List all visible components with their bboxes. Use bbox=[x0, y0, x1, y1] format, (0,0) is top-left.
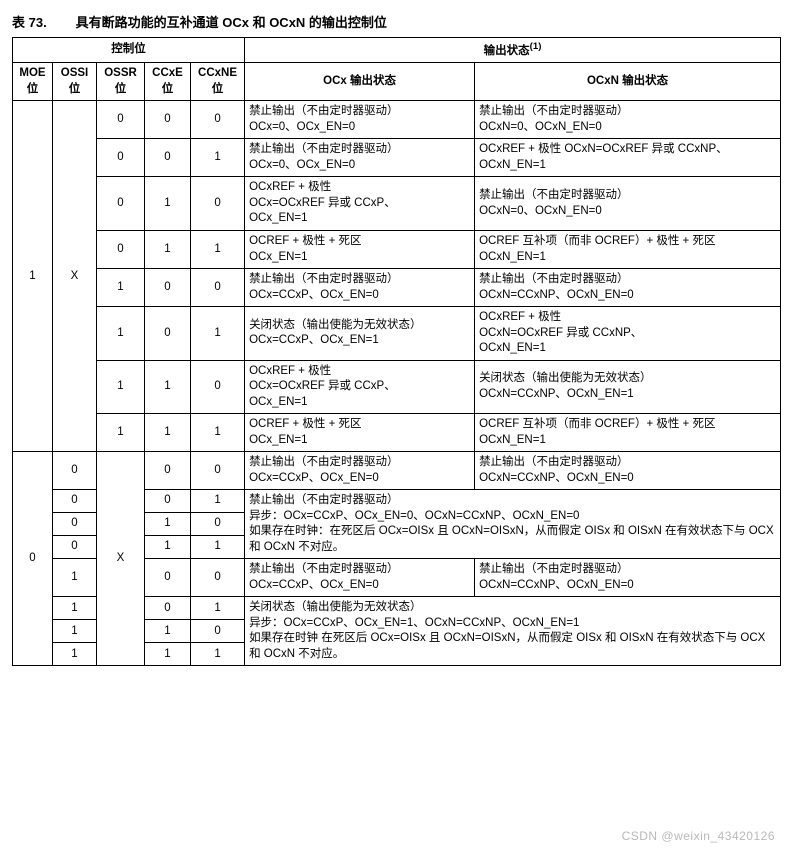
cell: 0 bbox=[53, 452, 97, 490]
cell: 0 bbox=[97, 139, 145, 177]
header-sup: (1) bbox=[530, 41, 542, 52]
cell: 0 bbox=[145, 559, 191, 597]
cell: 0 bbox=[191, 620, 245, 643]
cell: 0 bbox=[97, 230, 145, 268]
cell-ossi: X bbox=[53, 101, 97, 452]
cell: 1 bbox=[191, 139, 245, 177]
cell: OCREF 互补项（而非 OCREF）+ 极性 + 死区OCxN_EN=1 bbox=[475, 230, 781, 268]
cell: 禁止输出（不由定时器驱动）OCx=0、OCx_EN=0 bbox=[245, 139, 475, 177]
cell: 0 bbox=[97, 101, 145, 139]
watermark: CSDN @weixin_43420126 bbox=[622, 829, 775, 843]
cell: 1 bbox=[191, 230, 245, 268]
cell: 0 bbox=[191, 360, 245, 414]
cell: 禁止输出（不由定时器驱动）OCxN=0、OCxN_EN=0 bbox=[475, 101, 781, 139]
cell: OCREF + 极性 + 死区OCx_EN=1 bbox=[245, 414, 475, 452]
cell: 禁止输出（不由定时器驱动）OCxN=0、OCxN_EN=0 bbox=[475, 177, 781, 231]
cell: 1 bbox=[191, 307, 245, 361]
cell: 0 bbox=[97, 177, 145, 231]
cell: 1 bbox=[191, 643, 245, 666]
cell-moe: 1 bbox=[13, 101, 53, 452]
cell: 1 bbox=[191, 490, 245, 513]
cell-merged: 禁止输出（不由定时器驱动）异步：OCx=CCxP、OCx_EN=0、OCxN=C… bbox=[245, 490, 781, 559]
cell: 关闭状态（输出使能为无效状态）OCx=CCxP、OCx_EN=1 bbox=[245, 307, 475, 361]
cell-ossr: X bbox=[97, 452, 145, 666]
cell: 禁止输出（不由定时器驱动）OCx=0、OCx_EN=0 bbox=[245, 101, 475, 139]
cell: 1 bbox=[53, 559, 97, 597]
caption-title: 具有断路功能的互补通道 OCx 和 OCxN 的输出控制位 bbox=[76, 15, 387, 30]
cell: 0 bbox=[145, 101, 191, 139]
table-row: 0 0 1 禁止输出（不由定时器驱动）OCx=0、OCx_EN=0 OCxREF… bbox=[13, 139, 781, 177]
cell: 禁止输出（不由定时器驱动）OCxN=CCxNP、OCxN_EN=0 bbox=[475, 269, 781, 307]
cell: OCREF 互补项（而非 OCREF）+ 极性 + 死区OCxN_EN=1 bbox=[475, 414, 781, 452]
cell: 禁止输出（不由定时器驱动）OCxN=CCxNP、OCxN_EN=0 bbox=[475, 559, 781, 597]
table-row: 1 0 0 禁止输出（不由定时器驱动）OCx=CCxP、OCx_EN=0 禁止输… bbox=[13, 269, 781, 307]
cell: 1 bbox=[191, 414, 245, 452]
cell: 禁止输出（不由定时器驱动）OCx=CCxP、OCx_EN=0 bbox=[245, 269, 475, 307]
cell: 0 bbox=[53, 513, 97, 536]
cell: 1 bbox=[97, 307, 145, 361]
cell: 0 bbox=[145, 269, 191, 307]
th-ccxe: CCxE位 bbox=[145, 63, 191, 101]
cell: 0 bbox=[53, 536, 97, 559]
cell: 1 bbox=[53, 597, 97, 620]
cell: 1 bbox=[97, 360, 145, 414]
th-moe: MOE位 bbox=[13, 63, 53, 101]
cell: 0 bbox=[191, 513, 245, 536]
table-row: 0 1 0 OCxREF + 极性OCx=OCxREF 异或 CCxP、OCx_… bbox=[13, 177, 781, 231]
cell: OCxREF + 极性OCxN=OCxREF 异或 CCxNP、OCxN_EN=… bbox=[475, 307, 781, 361]
cell: 0 bbox=[145, 490, 191, 513]
caption-number: 表 73. bbox=[12, 12, 72, 31]
cell-merged: 关闭状态（输出使能为无效状态）异步：OCx=CCxP、OCx_EN=1、OCxN… bbox=[245, 597, 781, 666]
cell: 0 bbox=[145, 597, 191, 620]
cell: 0 bbox=[191, 269, 245, 307]
cell: 0 bbox=[191, 101, 245, 139]
output-control-table: 控制位 输出状态(1) MOE位 OSSI位 OSSR位 CCxE位 CCxNE… bbox=[12, 37, 781, 666]
cell: OCxREF + 极性OCx=OCxREF 异或 CCxP、OCx_EN=1 bbox=[245, 360, 475, 414]
table-row: 1 X 0 0 0 禁止输出（不由定时器驱动）OCx=0、OCx_EN=0 禁止… bbox=[13, 101, 781, 139]
th-ocxn: OCxN 输出状态 bbox=[475, 63, 781, 101]
cell: 1 bbox=[97, 414, 145, 452]
cell-moe: 0 bbox=[13, 452, 53, 666]
table-row: 0 1 1 OCREF + 极性 + 死区OCx_EN=1 OCREF 互补项（… bbox=[13, 230, 781, 268]
cell: 1 bbox=[145, 620, 191, 643]
header-control-bits: 控制位 bbox=[13, 38, 245, 63]
table-row: 1 0 1 关闭状态（输出使能为无效状态）OCx=CCxP、OCx_EN=1 O… bbox=[13, 307, 781, 361]
cell: 1 bbox=[145, 230, 191, 268]
cell: 1 bbox=[53, 643, 97, 666]
cell: 关闭状态（输出使能为无效状态）OCxN=CCxNP、OCxN_EN=1 bbox=[475, 360, 781, 414]
cell: 1 bbox=[145, 643, 191, 666]
cell: 0 bbox=[145, 307, 191, 361]
cell: 禁止输出（不由定时器驱动）OCx=CCxP、OCx_EN=0 bbox=[245, 559, 475, 597]
th-ocx: OCx 输出状态 bbox=[245, 63, 475, 101]
header-output-text: 输出状态 bbox=[484, 45, 530, 57]
cell: 1 bbox=[145, 414, 191, 452]
table-caption: 表 73. 具有断路功能的互补通道 OCx 和 OCxN 的输出控制位 bbox=[12, 12, 781, 31]
cell: OCxREF + 极性OCx=OCxREF 异或 CCxP、OCx_EN=1 bbox=[245, 177, 475, 231]
cell: 1 bbox=[145, 177, 191, 231]
cell: OCREF + 极性 + 死区OCx_EN=1 bbox=[245, 230, 475, 268]
cell: 1 bbox=[145, 536, 191, 559]
cell: 1 bbox=[145, 513, 191, 536]
cell: 1 bbox=[191, 536, 245, 559]
cell: 0 bbox=[145, 139, 191, 177]
cell: 0 bbox=[145, 452, 191, 490]
cell: 1 bbox=[191, 597, 245, 620]
header-output-state: 输出状态(1) bbox=[245, 38, 781, 63]
cell: 0 bbox=[191, 559, 245, 597]
cell: 0 bbox=[53, 490, 97, 513]
cell: OCxREF + 极性 OCxN=OCxREF 异或 CCxNP、OCxN_EN… bbox=[475, 139, 781, 177]
cell: 0 bbox=[191, 177, 245, 231]
cell: 1 bbox=[145, 360, 191, 414]
table-row: 1 1 0 OCxREF + 极性OCx=OCxREF 异或 CCxP、OCx_… bbox=[13, 360, 781, 414]
th-ossi: OSSI位 bbox=[53, 63, 97, 101]
cell: 禁止输出（不由定时器驱动）OCx=CCxP、OCx_EN=0 bbox=[245, 452, 475, 490]
cell: 0 bbox=[191, 452, 245, 490]
cell: 禁止输出（不由定时器驱动）OCxN=CCxNP、OCxN_EN=0 bbox=[475, 452, 781, 490]
cell: 1 bbox=[97, 269, 145, 307]
table-row: 0 0 X 0 0 禁止输出（不由定时器驱动）OCx=CCxP、OCx_EN=0… bbox=[13, 452, 781, 490]
th-ossr: OSSR位 bbox=[97, 63, 145, 101]
cell: 1 bbox=[53, 620, 97, 643]
table-row: 1 1 1 OCREF + 极性 + 死区OCx_EN=1 OCREF 互补项（… bbox=[13, 414, 781, 452]
th-ccxne: CCxNE位 bbox=[191, 63, 245, 101]
